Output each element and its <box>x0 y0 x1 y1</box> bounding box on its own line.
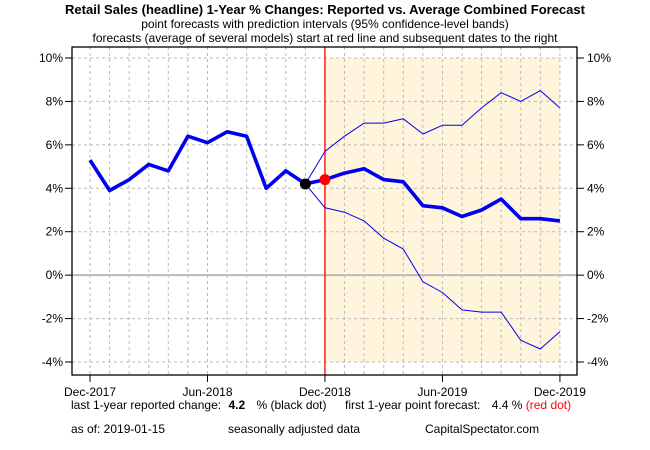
y-tick-label-left: 8% <box>46 94 64 108</box>
average-combined-forecast-line <box>305 166 561 223</box>
black-dot-marker <box>299 178 311 190</box>
y-tick-label-right: 10% <box>587 51 611 65</box>
y-tick-label-right: 8% <box>587 94 605 108</box>
reported-value: 4.2 <box>228 398 246 412</box>
y-tick-label-left: 0% <box>46 268 64 282</box>
lower-95-band-line <box>305 183 561 350</box>
y-tick-label-left: 2% <box>46 225 64 239</box>
y-tick-label-right: 4% <box>587 181 605 195</box>
forecast-suffix: (red dot) <box>525 398 572 412</box>
reported-suffix: % (black dot) <box>256 398 327 412</box>
y-tick-label-left: -2% <box>42 312 64 326</box>
footer-forecast: first 1-year point forecast: 4.4 % (red … <box>345 398 571 412</box>
forecast-label: first 1-year point forecast: <box>345 398 481 412</box>
reported-label: last 1-year reported change: <box>71 398 222 412</box>
y-tick-label-left: -4% <box>42 355 64 369</box>
y-tick-label-right: 2% <box>587 225 605 239</box>
x-tick-label: Dec-2018 <box>299 385 351 399</box>
y-tick-label-right: 6% <box>587 138 605 152</box>
chart-subtitle-1: point forecasts with prediction interval… <box>141 17 509 31</box>
x-tick-label: Dec-2019 <box>534 385 586 399</box>
y-tick-label-left: 4% <box>46 181 64 195</box>
y-tick-label-right: 0% <box>587 268 605 282</box>
footer-reported: last 1-year reported change: 4.2 % (blac… <box>71 398 327 412</box>
footer-asof: as of: 2019-01-15 <box>71 422 166 436</box>
reported-line <box>88 130 307 193</box>
y-tick-label-right: -2% <box>587 312 609 326</box>
footer-note: seasonally adjusted data <box>228 422 361 436</box>
forecast-value: 4.4 % <box>491 398 523 412</box>
red-dot-marker <box>319 174 331 186</box>
footer-source: CapitalSpectator.com <box>425 422 540 436</box>
y-tick-label-right: -4% <box>587 355 609 369</box>
y-tick-label-left: 6% <box>46 138 64 152</box>
upper-95-band-line <box>304 90 561 185</box>
x-tick-label: Jun-2018 <box>182 385 232 399</box>
chart-subtitle-2: forecasts (average of several models) st… <box>92 31 558 45</box>
x-tick-label: Dec-2017 <box>64 385 116 399</box>
y-tick-label-left: 10% <box>39 51 63 65</box>
x-tick-label: Jun-2019 <box>417 385 467 399</box>
chart-title: Retail Sales (headline) 1-Year % Changes… <box>65 2 585 17</box>
